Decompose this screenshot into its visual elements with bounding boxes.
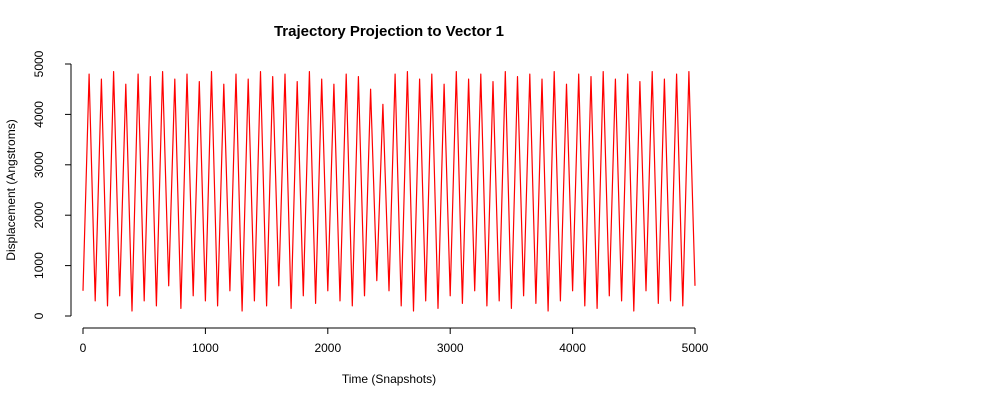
series-line-1: [82, 70, 696, 312]
x-axis-label: Time (Snapshots): [342, 372, 436, 386]
x-tick-label-4000: 4000: [559, 341, 586, 355]
x-tick-label-0: 0: [80, 341, 87, 355]
y-tick-label-0: 0: [32, 312, 46, 319]
y-tick-label-3000: 3000: [32, 151, 46, 178]
x-tick-label-2000: 2000: [314, 341, 341, 355]
y-axis-label: Displacement (Angstroms): [4, 119, 18, 260]
y-tick-label-4000: 4000: [32, 101, 46, 128]
y-tick-label-2000: 2000: [32, 202, 46, 229]
plot-series: [82, 70, 696, 312]
x-tick-label-3000: 3000: [437, 341, 464, 355]
y-tick-label-5000: 5000: [32, 50, 46, 77]
y-tick-label-1000: 1000: [32, 252, 46, 279]
x-tick-label-5000: 5000: [682, 341, 709, 355]
y-axis: 0 1000 2000 3000 4000 5000: [32, 50, 72, 319]
x-axis: 0 1000 2000 3000 4000 5000: [80, 327, 709, 355]
chart-title: Trajectory Projection to Vector 1: [274, 23, 504, 40]
x-tick-label-1000: 1000: [192, 341, 219, 355]
